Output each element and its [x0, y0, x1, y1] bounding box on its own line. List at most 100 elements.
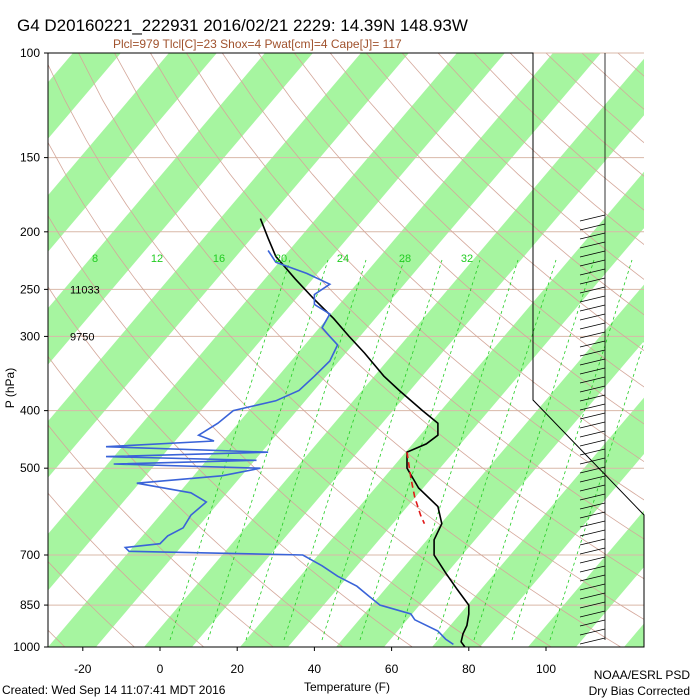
mixing-ratio-line	[549, 341, 644, 641]
y-tick-label: 400	[20, 404, 40, 418]
mixing-ratio-line	[473, 259, 595, 641]
mixing-ratio-line	[283, 259, 405, 641]
height-label: 9750	[70, 331, 94, 343]
x-tick-label: 40	[308, 662, 322, 676]
dry-adiabat	[654, 53, 700, 647]
x-tick-label: 80	[462, 662, 476, 676]
mixing-ratio-line	[359, 259, 481, 641]
wind-barb	[579, 304, 606, 312]
mixing-ratio-label: 20	[275, 253, 287, 265]
wind-barb	[579, 412, 606, 420]
wind-barb	[579, 484, 606, 492]
x-tick-label: 20	[231, 662, 245, 676]
height-label: 11033	[70, 284, 100, 296]
dry-adiabat	[48, 492, 205, 647]
wind-barb	[579, 367, 606, 375]
wind-barb	[579, 511, 606, 519]
mixing-ratio-label: 8	[92, 253, 98, 265]
wind-barb	[579, 340, 606, 348]
credit-line-2: Dry Bias Corrected	[588, 684, 690, 698]
mixing-ratio-line	[435, 259, 557, 641]
wind-barb	[579, 574, 606, 582]
dry-adiabat	[114, 53, 644, 580]
y-tick-label: 1000	[13, 640, 40, 654]
x-tick-label: 60	[385, 662, 399, 676]
series-dewpoint	[105, 250, 454, 646]
dry-adiabat	[150, 53, 644, 540]
isotherm-band	[144, 58, 644, 647]
dry-adiabat	[48, 63, 621, 647]
mixing-ratio-label: 28	[399, 253, 411, 265]
mixing-ratio-line	[169, 259, 291, 641]
wind-barb	[579, 610, 606, 618]
wind-barb	[579, 583, 606, 591]
y-tick-label: 850	[20, 598, 40, 612]
mixing-ratio-label: 32	[461, 253, 473, 265]
y-tick-label: 250	[20, 282, 40, 296]
mixing-ratio-line	[321, 259, 443, 641]
wind-barb	[579, 322, 606, 330]
wind-barb	[579, 241, 606, 249]
dry-adiabat	[48, 215, 483, 647]
dry-adiabat	[365, 53, 644, 316]
wind-barb	[579, 277, 606, 285]
wind-barb	[579, 439, 606, 447]
wind-barb	[579, 592, 606, 600]
mixing-ratio-line	[207, 259, 329, 641]
mixing-ratio-label: 16	[213, 253, 225, 265]
y-tick-label: 700	[20, 548, 40, 562]
wind-barb	[579, 232, 606, 240]
wind-barb	[579, 358, 606, 366]
mixing-ratio-line	[397, 259, 519, 641]
wind-barb	[579, 223, 606, 231]
dry-adiabat	[293, 53, 644, 388]
dry-adiabat	[48, 141, 552, 647]
isotherm-band	[528, 510, 644, 647]
wind-barb	[579, 403, 606, 411]
wind-barb	[579, 619, 606, 627]
wind-barb	[579, 565, 606, 573]
y-tick-label: 200	[20, 225, 40, 239]
wind-barb	[579, 466, 606, 474]
dry-adiabat	[186, 53, 644, 501]
dry-adiabat	[690, 53, 700, 647]
y-tick-label: 500	[20, 461, 40, 475]
x-tick-label: 0	[157, 662, 164, 676]
x-axis-label: Temperature (F)	[304, 680, 390, 694]
wind-barb	[579, 421, 606, 429]
dry-adiabat	[48, 560, 135, 647]
isotherm-band	[48, 53, 121, 139]
y-tick-label: 100	[20, 46, 40, 60]
wind-barb	[579, 295, 606, 303]
wind-barb	[579, 475, 606, 483]
mixing-ratio-label: 12	[151, 253, 163, 265]
wind-barb	[579, 214, 606, 222]
isotherm-band	[48, 53, 409, 478]
dry-adiabat	[257, 53, 644, 425]
dry-adiabat	[48, 355, 344, 647]
wind-barb	[579, 349, 606, 357]
chart-title: G4 D20160221_222931 2016/02/21 2229: 14.…	[17, 16, 468, 35]
mixing-ratio-label: 24	[337, 253, 349, 265]
wind-barb	[579, 628, 606, 636]
isotherm-band	[48, 53, 601, 647]
credit-line-1: NOAA/ESRL PSD	[593, 668, 690, 682]
wind-barb	[579, 601, 606, 609]
wind-barb	[579, 529, 606, 537]
wind-barb	[579, 430, 606, 438]
mixing-ratio-line	[511, 259, 633, 641]
x-tick-label: -20	[74, 662, 92, 676]
y-tick-label: 150	[20, 151, 40, 165]
wind-barb	[579, 493, 606, 501]
y-tick-label: 300	[20, 329, 40, 343]
dry-adiabat	[48, 286, 413, 647]
wind-barb	[579, 448, 606, 456]
wind-barb	[579, 457, 606, 465]
dry-adiabat	[329, 53, 644, 352]
isotherm-band	[336, 284, 644, 647]
wind-barb	[579, 250, 606, 258]
wind-barb	[579, 268, 606, 276]
isotherm-band	[432, 397, 644, 647]
wind-barb	[579, 538, 606, 546]
dry-adiabat	[221, 53, 644, 463]
